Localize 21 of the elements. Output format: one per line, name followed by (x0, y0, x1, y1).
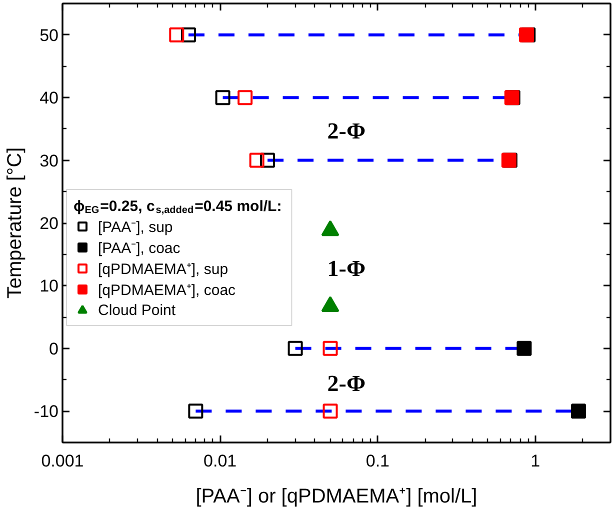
x-tick-label: 0.01 (204, 452, 237, 470)
y-tick-label: 10 (40, 276, 59, 296)
legend-label: [PAA⁻], sup (98, 218, 173, 236)
y-tick-label: 0 (49, 339, 59, 358)
legend-label: [qPDMAEMA⁺], sup (98, 260, 228, 278)
x-axis-title: [PAA⁻] or [qPDMAEMA⁺] [mol/L] (196, 486, 478, 508)
legend-label: [qPDMAEMA⁺], coac (98, 281, 236, 299)
annotation: 1-Φ (327, 256, 366, 282)
x-tick-label: 1 (530, 452, 540, 470)
y-tick-label: 20 (40, 214, 59, 233)
x-tick-label: 0.001 (41, 452, 84, 470)
y-tick-label: 50 (40, 26, 59, 45)
x-tick-label: 0.1 (366, 452, 390, 470)
annotation: 2-Φ (327, 118, 366, 144)
legend-label: [PAA⁻], coac (98, 239, 180, 257)
y-tick-label: 30 (40, 151, 59, 170)
y-axis-title: Temperature [°C] (4, 147, 26, 299)
y-tick-label: -10 (34, 402, 59, 422)
legend-label: Cloud Point (98, 300, 176, 320)
annotation: 2-Φ (327, 371, 366, 396)
y-tick-label: 40 (40, 88, 59, 108)
